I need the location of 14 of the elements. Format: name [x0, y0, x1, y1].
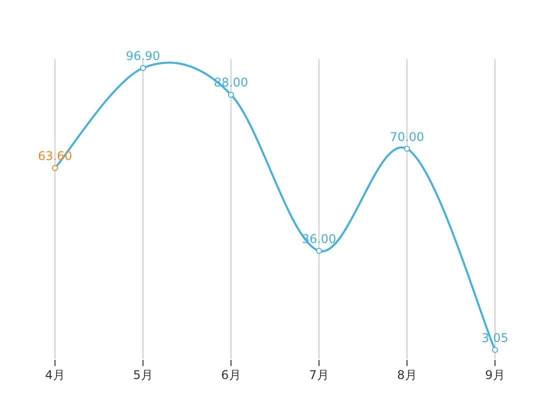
x-tick-label: 7月	[309, 368, 329, 382]
point	[316, 248, 322, 254]
x-tick-label: 4月	[45, 368, 65, 382]
point	[228, 92, 234, 98]
x-tick-label: 5月	[133, 368, 153, 382]
data-label: 96.90	[126, 49, 160, 63]
x-tick-label: 8月	[397, 368, 417, 382]
x-tick-label: 9月	[485, 368, 505, 382]
point	[492, 346, 498, 353]
data-label: 70.00	[390, 130, 424, 144]
point	[52, 165, 58, 172]
point	[404, 146, 410, 152]
x-tick-label: 6月	[221, 368, 241, 382]
point	[140, 65, 146, 71]
